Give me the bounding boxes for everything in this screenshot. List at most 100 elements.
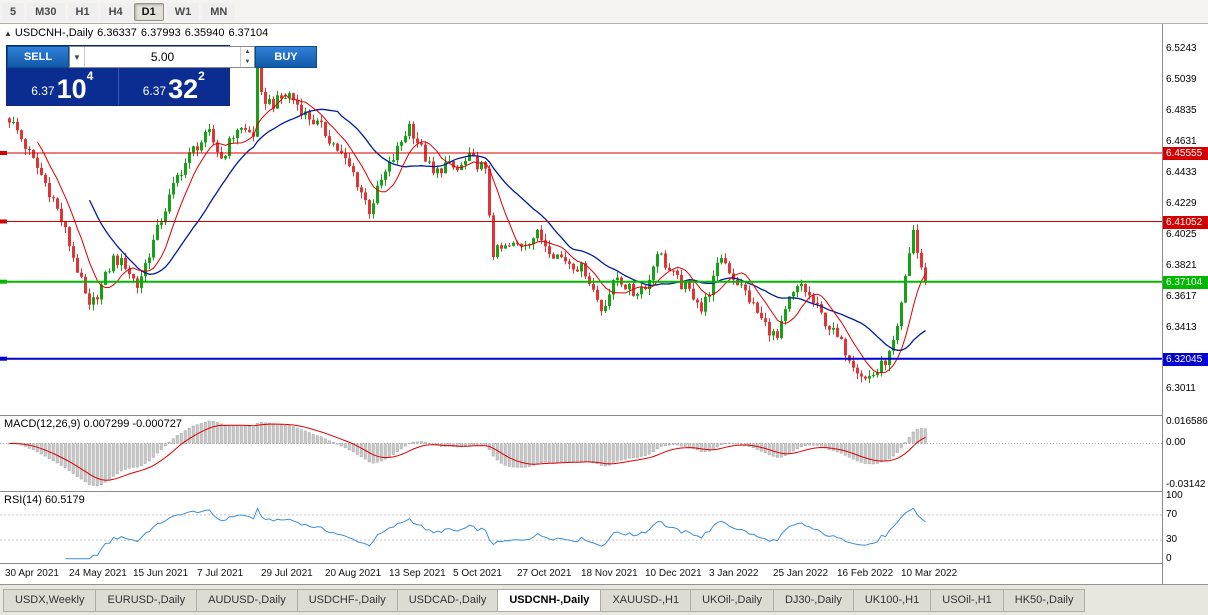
macd-histogram-bar <box>571 443 575 463</box>
macd-histogram-bar <box>291 426 295 444</box>
candle-body <box>156 224 159 240</box>
macd-histogram-bar <box>519 443 523 468</box>
candle-body <box>112 255 115 272</box>
macd-histogram-bar <box>239 424 243 444</box>
candle-body <box>80 272 83 277</box>
chart-tab-dj30-daily[interactable]: DJ30-,Daily <box>773 589 854 612</box>
rsi-line <box>65 507 926 560</box>
macd-histogram-bar <box>855 443 859 462</box>
rsi-pane[interactable]: RSI(14) 60.5179 <box>0 491 1162 562</box>
timeframe-w1[interactable]: W1 <box>166 2 200 21</box>
candle-body <box>572 263 575 270</box>
price-pane[interactable]: ▲ USDCNH-,Daily 6.36337 6.37993 6.35940 6.371… <box>0 24 1162 414</box>
timeframe-m30[interactable]: M30 <box>27 2 65 21</box>
candle-body <box>124 257 127 269</box>
timeframe-5[interactable]: 5 <box>2 2 25 21</box>
chart-tab-usdcad-daily[interactable]: USDCAD-,Daily <box>397 589 499 612</box>
macd-histogram-bar <box>527 443 531 467</box>
candle-body <box>496 245 499 258</box>
volume-dropdown-icon[interactable]: ▼ <box>70 47 85 67</box>
candle-body <box>308 111 311 120</box>
volume-stepper[interactable]: ▲ ▼ <box>240 47 254 67</box>
macd-histogram-bar <box>259 422 263 444</box>
chart-tab-hk50-daily[interactable]: HK50-,Daily <box>1003 589 1086 612</box>
macd-chart[interactable] <box>0 416 1162 491</box>
candle-body <box>792 292 795 297</box>
macd-histogram-bar <box>579 443 583 462</box>
macd-histogram-bar <box>791 443 795 452</box>
macd-histogram-bar <box>219 423 223 444</box>
sell-button[interactable]: SELL <box>7 46 69 68</box>
buy-button[interactable]: BUY <box>255 46 317 68</box>
macd-pane[interactable]: MACD(12,26,9) 0.007299 -0.000727 <box>0 415 1162 490</box>
macd-histogram-bar <box>827 443 831 450</box>
macd-histogram-bar <box>235 425 239 444</box>
chart-tab-usdx-weekly[interactable]: USDX,Weekly <box>3 589 97 612</box>
macd-histogram-bar <box>495 443 499 461</box>
bid-price-display[interactable]: 6.37 10 4 <box>7 68 119 105</box>
macd-histogram-bar <box>815 443 819 446</box>
volume-increase-icon[interactable]: ▲ <box>244 49 251 55</box>
price-scale[interactable]: 6.5243 6.5039 6.4835 6.4631 6.4433 6.4229 6.40… <box>1162 24 1208 584</box>
macd-histogram-bar <box>319 436 323 444</box>
macd-histogram-bar <box>151 443 155 458</box>
chart-tab-uk100-h1[interactable]: UK100-,H1 <box>853 589 932 612</box>
candle-body <box>520 243 523 246</box>
macd-histogram-bar <box>283 424 287 444</box>
volume-control[interactable]: ▼ ▲ ▼ <box>69 46 255 68</box>
candle-body <box>340 150 343 154</box>
macd-histogram-bar <box>547 443 551 463</box>
chart-tab-usdcnh-daily[interactable]: USDCNH-,Daily <box>498 589 602 612</box>
timeframe-mn[interactable]: MN <box>202 2 236 21</box>
chart-tab-usoil-h1[interactable]: USOil-,H1 <box>931 589 1004 612</box>
rsi-chart[interactable] <box>0 492 1162 563</box>
candle-body <box>404 136 407 143</box>
volume-decrease-icon[interactable]: ▼ <box>244 59 251 65</box>
candlestick-chart[interactable] <box>0 24 1162 414</box>
macd-histogram-bar <box>171 438 175 444</box>
date-label: 25 Jan 2022 <box>773 568 829 579</box>
macd-label: MACD(12,26,9) 0.007299 -0.000727 <box>4 418 182 430</box>
chart-tab-audusd-daily[interactable]: AUDUSD-,Daily <box>197 589 298 612</box>
candle-body <box>592 284 595 290</box>
timeframe-d1[interactable]: D1 <box>133 2 164 21</box>
candle-body <box>316 120 319 125</box>
candle-body <box>328 136 331 144</box>
collapse-arrow-icon[interactable]: ▲ <box>4 29 12 38</box>
chart-tab-eurusd-daily[interactable]: EURUSD-,Daily <box>96 589 198 612</box>
macd-histogram-bar <box>575 443 579 463</box>
candle-body <box>88 293 91 305</box>
macd-histogram-bar <box>455 443 459 448</box>
macd-histogram-bar <box>295 427 299 444</box>
rsi-scale-label: 0 <box>1166 553 1172 564</box>
timeframe-h4[interactable]: H4 <box>100 2 131 21</box>
macd-histogram-bar <box>535 443 539 464</box>
candle-body <box>860 373 863 377</box>
candle-body <box>332 143 335 145</box>
date-label: 30 Apr 2021 <box>5 568 59 579</box>
candle-body <box>836 327 839 337</box>
candle-body <box>236 129 239 139</box>
candle-body <box>564 257 567 262</box>
candle-body <box>884 360 887 366</box>
candle-body <box>548 246 551 255</box>
macd-histogram-bar <box>831 443 835 451</box>
chart-tab-usdchf-daily[interactable]: USDCHF-,Daily <box>297 589 398 612</box>
candle-body <box>916 229 919 253</box>
candle-body <box>588 276 591 285</box>
macd-histogram-bar <box>923 428 927 444</box>
chart-tab-xauusd-h1[interactable]: XAUUSD-,H1 <box>601 589 692 612</box>
candle-body <box>740 284 743 286</box>
chart-tab-ukoil-daily[interactable]: UKOil-,Daily <box>691 589 774 612</box>
macd-histogram-bar <box>423 442 427 444</box>
candle-body <box>800 283 803 287</box>
macd-histogram-bar <box>787 443 791 454</box>
candle-body <box>344 153 347 159</box>
candle-body <box>28 149 31 150</box>
candle-body <box>320 120 323 123</box>
ask-price-display[interactable]: 6.37 32 2 <box>119 68 230 105</box>
candle-body <box>684 282 687 290</box>
candle-body <box>432 161 435 174</box>
timeframe-h1[interactable]: H1 <box>67 2 98 21</box>
volume-input[interactable] <box>85 47 240 67</box>
